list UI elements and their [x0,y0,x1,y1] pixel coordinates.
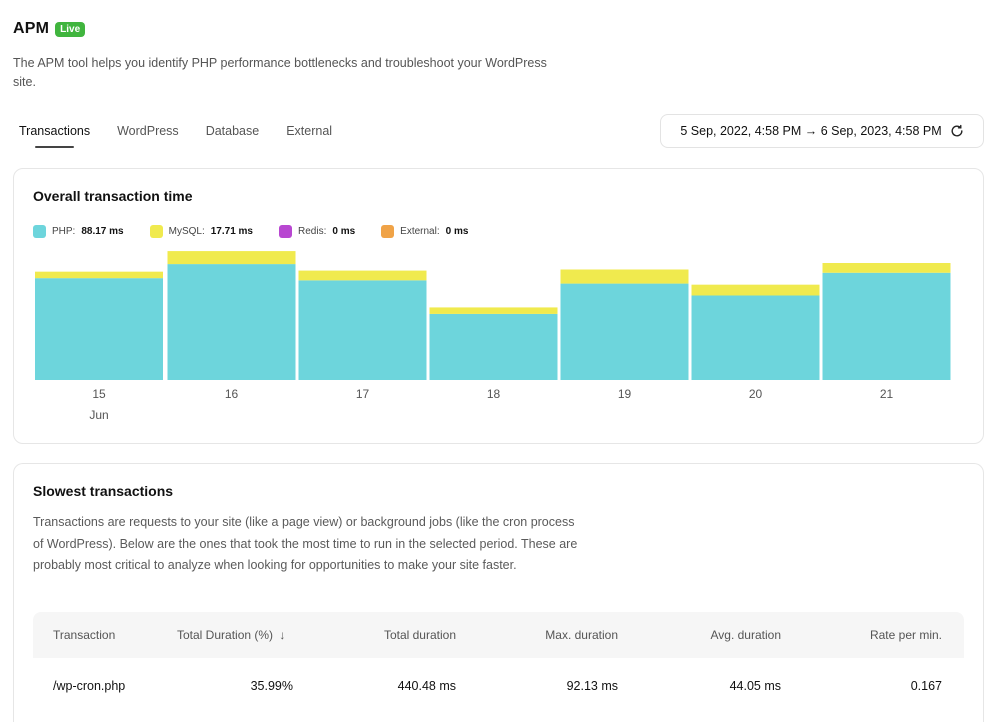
table-header: Transaction Total Duration (%) ↓ Total d… [33,612,964,658]
legend-value-external: 0 ms [445,226,469,237]
cell-total-duration: 440.48 ms [397,679,456,693]
bar-php-15[interactable] [35,278,163,380]
bar-mysql-19[interactable] [560,269,689,284]
column-header-total-duration-pct-label: Total Duration (%) [177,628,274,642]
x-tick-label: 18 [487,387,501,401]
column-header-rate-per-min[interactable]: Rate per min. [869,628,942,642]
tab-wordpress[interactable]: WordPress [117,124,179,138]
legend-label-php: PHP: [52,226,76,237]
x-month-label: Jun [89,408,108,422]
chart-legend: PHP: 88.17 ms MySQL: 17.71 ms Redis: 0 m… [33,225,468,238]
page-title: APM [13,20,50,37]
legend-label-external: External: [400,226,440,237]
legend-label-mysql: MySQL: [168,226,205,237]
legend-swatch-php [33,225,46,238]
slowest-transactions-description: Transactions are requests to your site (… [33,515,578,572]
cell-rate-per-min: 0.167 [910,679,942,693]
cell-max-duration: 92.13 ms [566,679,618,693]
bar-mysql-18[interactable] [429,307,558,314]
table-row[interactable]: /wp-cron.php 35.99% 440.48 ms 92.13 ms 4… [33,658,964,714]
bar-mysql-16[interactable] [167,251,296,265]
sort-arrow-down-icon: ↓ [279,628,286,642]
x-tick-label: 16 [225,387,239,401]
legend-label-redis: Redis: [298,226,327,237]
column-header-total-duration-pct[interactable]: Total Duration (%) ↓ [151,628,293,642]
slowest-transactions-title: Slowest transactions [33,483,174,499]
transaction-time-chart: 15 Jun 16 17 18 19 20 21 [35,251,951,422]
legend-value-mysql: 17.71 ms [210,226,253,237]
x-tick-label: 20 [749,387,763,401]
column-header-transaction[interactable]: Transaction [53,628,116,642]
overall-transaction-title: Overall transaction time [33,188,193,204]
transactions-table: Transaction Total Duration (%) ↓ Total d… [33,612,964,714]
title-row: APM Live [13,20,573,38]
bar-mysql-21[interactable] [822,263,951,273]
legend-item-redis[interactable]: Redis: 0 ms [279,225,355,238]
cell-transaction[interactable]: /wp-cron.php [53,679,126,693]
cell-avg-duration: 44.05 ms [729,679,781,693]
refresh-icon[interactable] [950,124,964,138]
cell-total-duration-pct: 35.99% [250,679,293,693]
legend-item-mysql[interactable]: MySQL: 17.71 ms [149,225,253,238]
page-header: APM Live The APM tool helps you identify… [13,20,573,92]
legend-swatch-external [381,225,395,238]
tab-transactions[interactable]: Transactions [19,124,90,148]
tab-bar: Transactions WordPress Database External [19,124,332,148]
column-header-avg-duration[interactable]: Avg. duration [710,628,782,642]
legend-swatch-mysql [149,225,163,238]
tab-external[interactable]: External [286,124,333,138]
x-tick-label: 17 [356,387,370,401]
x-tick-label: 15 [92,387,106,401]
date-range-label: 5 Sep, 2022, 4:58 PM → 6 Sep, 2023, 4:58… [680,124,942,138]
overall-transaction-card: Overall transaction time PHP: 88.17 ms M… [13,168,984,444]
x-tick-label: 21 [880,387,894,401]
bar-mysql-20[interactable] [691,284,820,296]
legend-item-php[interactable]: PHP: 88.17 ms [33,225,124,238]
column-header-total-duration[interactable]: Total duration [383,628,456,642]
bar-php-18[interactable] [429,313,558,380]
bar-php-16[interactable] [167,264,296,380]
legend-item-external[interactable]: External: 0 ms [381,225,468,238]
x-tick-label: 19 [618,387,632,401]
legend-value-redis: 0 ms [332,226,356,237]
legend-value-php: 88.17 ms [81,226,124,237]
bar-mysql-15[interactable] [35,271,163,279]
bar-php-20[interactable] [691,295,820,381]
bar-mysql-17[interactable] [298,270,427,281]
slowest-transactions-card: Slowest transactions Transactions are re… [13,463,984,722]
bar-php-17[interactable] [298,280,427,380]
date-range-picker[interactable]: 5 Sep, 2022, 4:58 PM → 6 Sep, 2023, 4:58… [660,114,984,148]
bar-php-21[interactable] [822,272,951,380]
page-description: The APM tool helps you identify PHP perf… [13,56,547,89]
column-header-max-duration[interactable]: Max. duration [545,628,618,642]
tab-database[interactable]: Database [205,124,260,138]
live-badge: Live [55,21,86,37]
bar-php-19[interactable] [560,283,689,380]
legend-swatch-redis [279,225,292,238]
